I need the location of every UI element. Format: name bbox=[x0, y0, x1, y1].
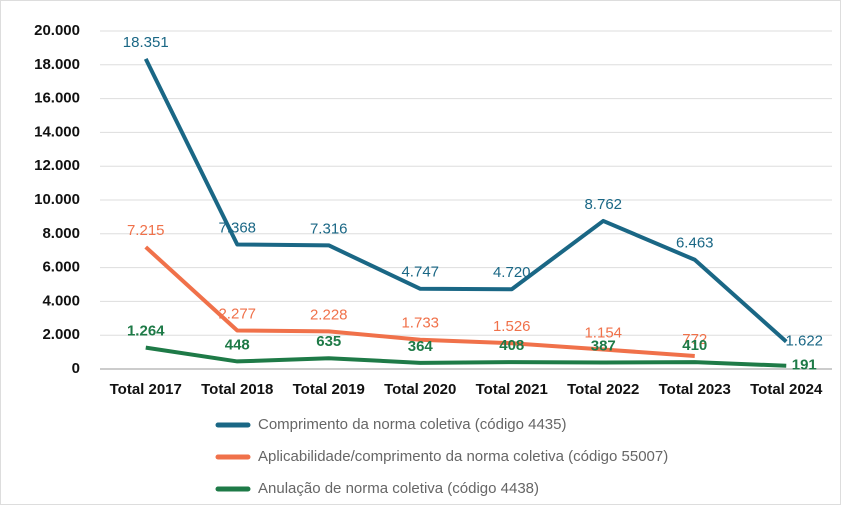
y-tick-label: 20.000 bbox=[34, 22, 80, 39]
data-label: 408 bbox=[499, 337, 524, 354]
data-label: 18.351 bbox=[123, 34, 169, 51]
data-label: 8.762 bbox=[584, 196, 622, 213]
x-tick-label: Total 2018 bbox=[201, 381, 273, 398]
data-label: 2.277 bbox=[218, 305, 256, 322]
y-tick-label: 6.000 bbox=[42, 259, 80, 276]
x-tick-label: Total 2024 bbox=[750, 381, 823, 398]
data-label: 1.526 bbox=[493, 318, 531, 335]
data-label: 772 bbox=[682, 331, 707, 348]
data-label: 4.747 bbox=[401, 264, 439, 281]
x-tick-label: Total 2022 bbox=[567, 381, 639, 398]
legend-label: Anulação de norma coletiva (código 4438) bbox=[258, 480, 539, 497]
y-tick-label: 18.000 bbox=[34, 56, 80, 73]
x-tick-label: Total 2021 bbox=[476, 381, 548, 398]
y-tick-label: 12.000 bbox=[34, 157, 80, 174]
data-label: 1.154 bbox=[584, 324, 622, 341]
x-tick-label: Total 2023 bbox=[659, 381, 731, 398]
y-tick-label: 16.000 bbox=[34, 90, 80, 107]
y-tick-label: 8.000 bbox=[42, 225, 80, 242]
series-line bbox=[145, 345, 787, 368]
y-tick-label: 4.000 bbox=[42, 292, 80, 309]
data-label: 410 bbox=[682, 337, 707, 354]
data-label: 364 bbox=[408, 338, 434, 355]
data-label: 7.316 bbox=[310, 220, 348, 237]
y-tick-label: 0 bbox=[72, 360, 80, 377]
data-label: 191 bbox=[792, 357, 817, 374]
x-tick-label: Total 2017 bbox=[110, 381, 182, 398]
data-label: 2.228 bbox=[310, 306, 348, 323]
data-label: 4.720 bbox=[493, 264, 531, 281]
legend-label: Comprimento da norma coletiva (código 44… bbox=[258, 416, 567, 433]
data-label: 6.463 bbox=[676, 235, 714, 252]
data-label: 387 bbox=[591, 337, 616, 354]
data-label: 7.368 bbox=[218, 219, 256, 236]
data-label: 1.622 bbox=[785, 333, 823, 350]
data-label: 7.215 bbox=[127, 222, 165, 239]
x-tick-label: Total 2020 bbox=[384, 381, 456, 398]
y-tick-label: 14.000 bbox=[34, 123, 80, 140]
x-tick-label: Total 2019 bbox=[293, 381, 365, 398]
series-line bbox=[144, 245, 695, 358]
y-tick-label: 10.000 bbox=[34, 191, 80, 208]
series-line bbox=[143, 57, 788, 344]
data-label: 635 bbox=[316, 333, 341, 350]
data-label: 448 bbox=[225, 336, 250, 353]
data-label: 1.264 bbox=[127, 323, 165, 340]
legend-label: Aplicabilidade/comprimento da norma cole… bbox=[258, 448, 668, 465]
y-tick-label: 2.000 bbox=[42, 326, 80, 343]
data-label: 1.733 bbox=[401, 315, 439, 332]
